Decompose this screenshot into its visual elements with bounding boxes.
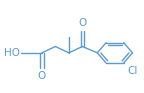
Text: HO: HO [3, 48, 20, 58]
Text: O: O [38, 71, 46, 81]
Text: Cl: Cl [128, 66, 138, 76]
Text: O: O [78, 18, 87, 28]
